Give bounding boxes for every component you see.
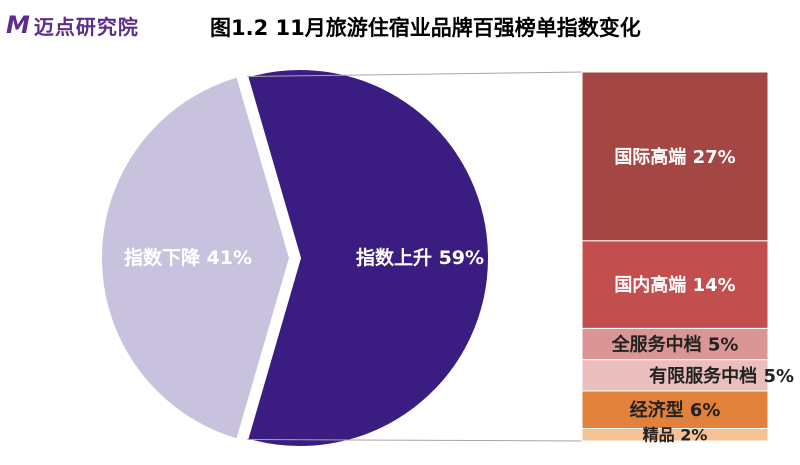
chart-title: 图1.2 11月旅游住宿业品牌百强榜单指数变化	[210, 16, 641, 40]
bar-label-1: 国内高端 14%	[614, 274, 735, 296]
bar-label-4: 经济型 6%	[630, 399, 721, 421]
bar-label-3: 有限服务中档 5%	[649, 365, 794, 387]
bar-segment-1	[581, 240, 769, 329]
bar-label-5: 精品 2%	[643, 426, 708, 445]
pie-label-rising: 指数上升 59%	[356, 246, 484, 269]
connector-line-bottom	[247, 438, 583, 442]
pie-slice-falling	[100, 75, 292, 441]
bar-label-0: 国际高端 27%	[614, 146, 735, 168]
bar-segment-0	[581, 71, 769, 242]
bar-segment-5	[581, 427, 769, 442]
bar-label-2: 全服务中档 5%	[611, 334, 739, 356]
connector-line-top	[247, 71, 583, 78]
logo-mark: M	[6, 11, 30, 39]
brand-logo: M 迈点研究院	[6, 9, 139, 41]
bar-segment-2	[581, 327, 769, 361]
logo-text: 迈点研究院	[33, 14, 139, 39]
pie-label-falling: 指数下降 41%	[124, 246, 252, 269]
bar-segment-3	[581, 359, 769, 392]
